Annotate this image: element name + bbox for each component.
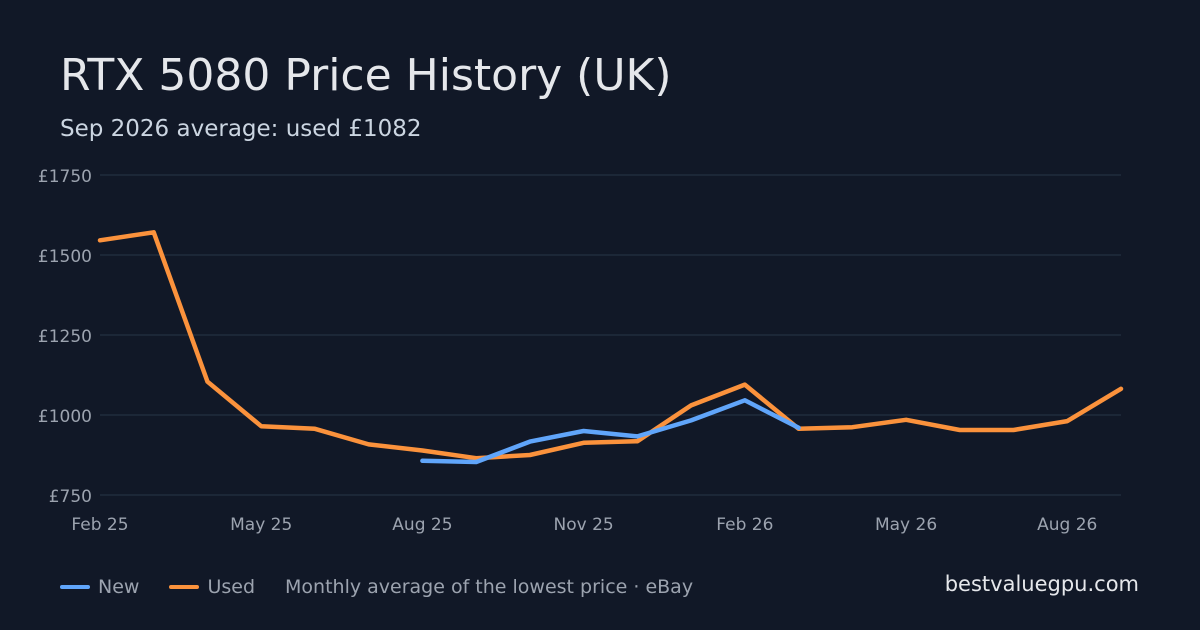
x-tick-label: Nov 25 — [554, 515, 614, 535]
legend-swatch-new — [60, 585, 90, 589]
y-tick-label: £750 — [49, 487, 92, 507]
legend-label-new: New — [98, 576, 140, 598]
chart-subtitle: Sep 2026 average: used £1082 — [60, 116, 422, 142]
legend-swatch-used — [169, 585, 200, 589]
x-tick-label: Aug 25 — [392, 515, 452, 535]
y-axis-ticks: £750 £1000 £1250 £1500 £1750 — [38, 167, 92, 507]
legend-item-new: New — [60, 576, 139, 598]
y-tick-label: £1250 — [38, 327, 92, 347]
data-source-note: Monthly average of the lowest price · eB… — [285, 576, 694, 598]
legend-item-used: Used — [169, 576, 255, 598]
legend-label-used: Used — [207, 576, 256, 598]
chart-title: RTX 5080 Price History (UK) — [60, 50, 672, 101]
y-tick-label: £1500 — [38, 247, 92, 267]
x-tick-label: Feb 25 — [71, 515, 128, 535]
series-line-new — [420, 398, 801, 465]
x-tick-label: May 25 — [230, 515, 292, 535]
x-axis-ticks: Feb 25 May 25 Aug 25 Nov 25 Feb 26 May 26 Aug … — [71, 515, 1097, 535]
x-tick-label: Feb 26 — [716, 515, 773, 535]
grid-layer — [100, 174, 1121, 496]
site-brand: bestvaluegpu.com — [944, 572, 1139, 596]
x-tick-label: May 26 — [875, 515, 937, 535]
y-tick-label: £1750 — [38, 167, 92, 187]
x-tick-label: Aug 26 — [1037, 515, 1097, 535]
chart-footer: New Used Monthly average of the lowest p… — [60, 574, 693, 600]
series-layer — [97, 230, 1124, 465]
y-tick-label: £1000 — [38, 407, 92, 427]
series-line-used — [97, 230, 1124, 461]
